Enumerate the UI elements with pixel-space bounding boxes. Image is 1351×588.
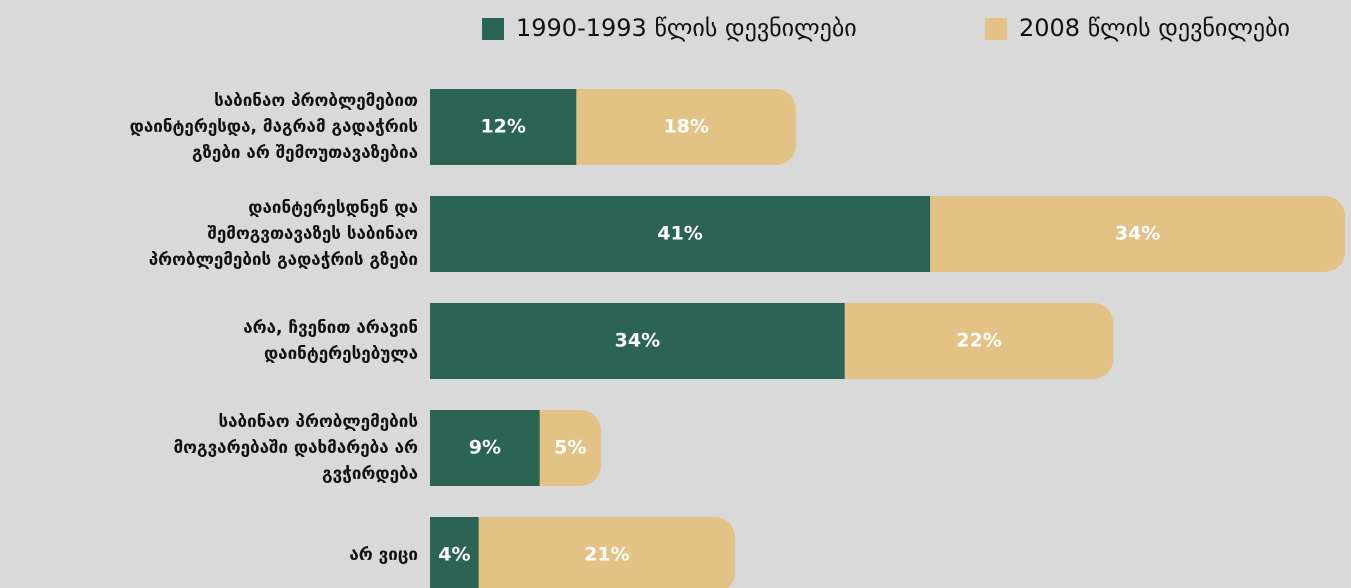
bar-segment — [430, 303, 845, 379]
value-label: 5% — [554, 437, 586, 459]
value-label: 34% — [615, 330, 660, 352]
category-label: საბინაო პრობლემებით დაინტერესდა, მაგრამ … — [129, 91, 418, 163]
bar-segment — [576, 89, 796, 165]
category-label: საბინაო პრობლემების მოგვარებაში დახმარებ… — [173, 412, 418, 484]
bar-segment — [930, 196, 1345, 272]
bar-segment — [844, 303, 1114, 379]
value-label: 4% — [438, 544, 470, 566]
bar-segment — [430, 89, 577, 165]
value-label: 34% — [1115, 223, 1160, 245]
category-label: დაინტერესდნენ და შემოგვთავაზეს საბინაო პ… — [148, 198, 418, 270]
value-label: 22% — [956, 330, 1001, 352]
bar-segment — [430, 517, 479, 588]
bar-segment — [430, 410, 540, 486]
value-label: 9% — [469, 437, 501, 459]
bar-segment — [539, 410, 601, 486]
category-label: არ ვიცი — [349, 545, 418, 565]
bar-segment — [430, 196, 931, 272]
value-label: 41% — [657, 223, 702, 245]
legend-swatch — [482, 18, 504, 40]
category-label: არა, ჩვენით არავინ დაინტერესებულა — [243, 318, 418, 364]
bar-segment — [478, 517, 735, 588]
value-label: 12% — [480, 116, 525, 138]
legend-label: 1990-1993 წლის დევნილები — [516, 14, 857, 42]
value-label: 18% — [663, 116, 708, 138]
legend-swatch — [985, 18, 1007, 40]
legend-label: 2008 წლის დევნილები — [1019, 14, 1290, 42]
value-label: 21% — [584, 544, 629, 566]
